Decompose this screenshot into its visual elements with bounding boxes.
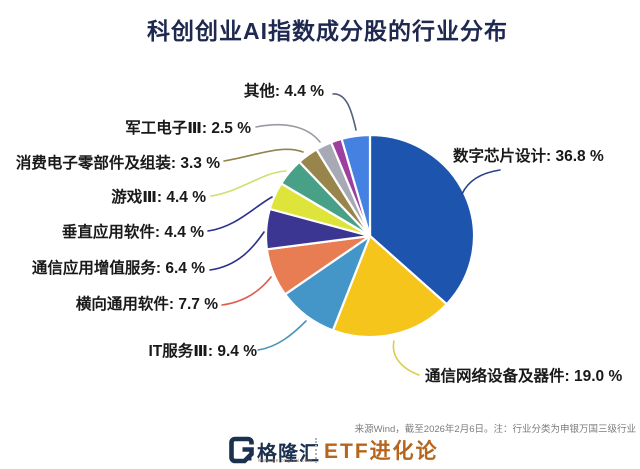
brand-url: www.gelonghui.com [258,458,313,464]
pie-label-军工电子Ⅲ: 军工电子Ⅲ: 2.5 % [125,120,251,137]
leader-line-消费电子零部件及组装 [223,148,304,162]
leader-line-通信网络设备及器件 [392,340,420,376]
leader-line-其他 [332,93,357,131]
gelonghui-logo-icon [229,436,254,464]
leader-line-通信应用增值服务 [209,231,265,271]
leader-line-数字芯片设计 [461,169,501,195]
pie-label-IT服务Ⅲ: IT服务Ⅲ: 9.4 % [148,343,257,360]
series-name: ETF进化论 [324,440,439,463]
footer: 来源Wind，截至2026年2月6日。注：行业分类为申银万国三级行业 格隆汇 w… [0,414,640,469]
pie-label-数字芯片设计: 数字芯片设计: 36.8 % [453,148,604,165]
pie-label-游戏Ⅲ: 游戏Ⅲ: 4.4 % [111,189,206,206]
pie-label-横向通用软件: 横向通用软件: 7.7 % [75,296,218,313]
brand-divider [315,438,317,463]
leader-line-垂直应用软件 [207,196,273,232]
leader-line-IT服务Ⅲ [257,320,307,351]
leader-line-军工电子Ⅲ [255,123,321,143]
chart-title: 科创创业AI指数成分股的行业分布 [147,18,508,44]
pie-label-通信应用增值服务: 通信应用增值服务: 6.4 % [31,260,205,277]
leader-line-游戏Ⅲ [210,170,287,197]
pie-slice-其他 [340,133,372,238]
pie-slice-通信网络设备及器件 [331,234,448,339]
leader-line-横向通用软件 [221,276,272,306]
pie-label-通信网络设备及器件: 通信网络设备及器件: 19.0 % [425,368,623,385]
source-note: 来源Wind，截至2026年2月6日。注：行业分类为申银万国三级行业 [354,424,636,435]
pie-label-垂直应用软件: 垂直应用软件: 4.4 % [61,224,204,241]
brand-name: 格隆汇 [257,443,320,465]
pie-slice-数字芯片设计 [368,133,476,306]
pie-label-消费电子零部件及组装: 消费电子零部件及组装: 3.3 % [15,155,220,172]
pie-label-其他: 其他: 4.4 % [243,83,324,100]
